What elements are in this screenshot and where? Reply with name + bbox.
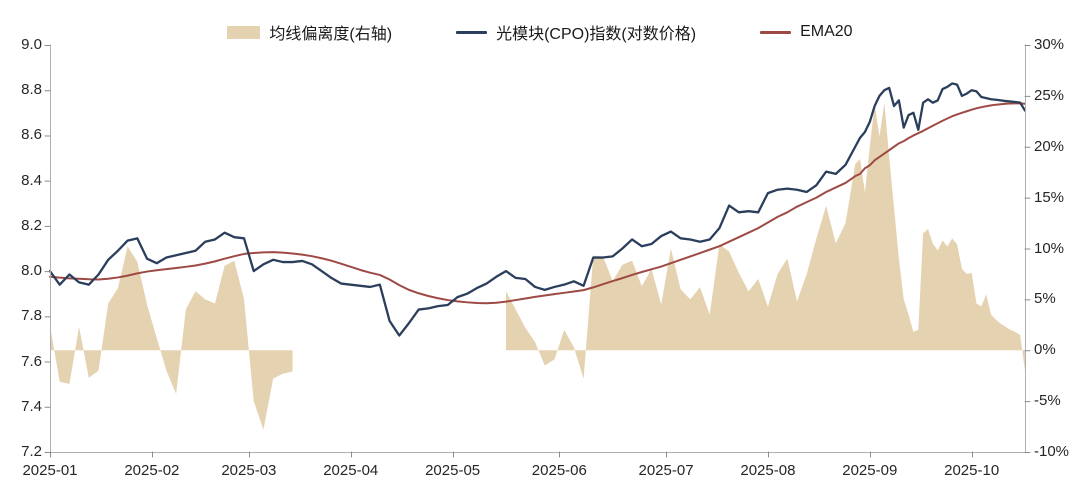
y-axis-right-tick-label: 0% — [1034, 341, 1056, 359]
y-axis-left-tick-label: 8.4 — [21, 171, 42, 189]
x-axis-tick-label: 2025-06 — [531, 462, 587, 479]
x-axis-tick-label: 2025-05 — [425, 462, 481, 479]
y-axis-left-tick-label: 7.2 — [21, 443, 42, 460]
y-axis-left-tick-label: 8.0 — [21, 262, 42, 280]
x-axis-tick-label: 2025-01 — [22, 462, 78, 479]
x-axis-tick-label: 2025-10 — [944, 462, 1000, 479]
y-axis-left-tick-label: 8.6 — [21, 126, 42, 144]
y-axis-left-tick-label: 8.8 — [21, 81, 42, 99]
y-axis-right-tick-label: 10% — [1034, 239, 1065, 257]
x-axis-tick-label: 2025-02 — [124, 462, 180, 479]
y-axis-right-tick-label: -10% — [1034, 443, 1070, 460]
y-axis-right-tick-label: 20% — [1034, 137, 1065, 155]
y-axis-left-tick-label: 8.2 — [21, 216, 42, 234]
y-axis-left-tick-label: 7.4 — [21, 397, 42, 415]
x-axis-tick-label: 2025-03 — [221, 462, 277, 479]
y-axis-left-tick-label: 7.8 — [21, 307, 42, 325]
y-axis-left-tick-label: 7.6 — [21, 352, 42, 370]
y-axis-right-tick-label: 30% — [1034, 36, 1065, 53]
y-axis-right-tick-label: 15% — [1034, 188, 1065, 206]
x-axis-tick-label: 2025-08 — [740, 462, 796, 479]
y-axis-left-tick-label: 9.0 — [21, 36, 42, 53]
y-axis-right-tick-label: 5% — [1034, 290, 1056, 308]
x-axis-tick-label: 2025-09 — [842, 462, 898, 479]
y-axis-right-tick-label: 25% — [1034, 86, 1065, 104]
x-axis-tick-label: 2025-07 — [638, 462, 694, 479]
x-axis-tick-label: 2025-04 — [323, 462, 379, 479]
y-axis-right-tick-label: -5% — [1034, 392, 1061, 410]
